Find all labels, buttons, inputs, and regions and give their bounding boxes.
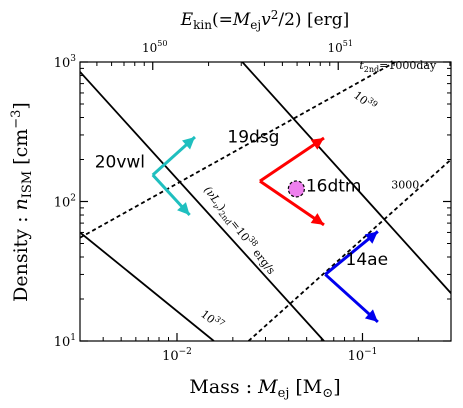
point-16dtm [287, 180, 305, 198]
arrow-head [364, 309, 378, 322]
lines-layer [80, 62, 451, 341]
top-tick-label: 1051 [328, 39, 353, 55]
line-label: t2nd=1000day [359, 59, 437, 74]
point-label: 16dtm [306, 176, 362, 196]
y-axis-title: Density : nISM [cm−3] [9, 102, 35, 302]
top-axis-title: Ekin(=Mejv2/2) [erg] [180, 8, 350, 32]
arrow-head [310, 213, 324, 225]
x-tick-label: 10−2 [162, 347, 192, 364]
line-label: 1039 [351, 87, 379, 114]
arrow-head [364, 231, 378, 244]
line-label: 3000 [391, 178, 419, 191]
ticks-layer: 10−2 10−1 101 102 103 1050 1051 [54, 39, 451, 364]
arrow-head [182, 136, 195, 150]
object-label: 19dsg [227, 127, 279, 147]
object-label: 14ae [346, 250, 389, 270]
y-tick-label: 102 [54, 194, 76, 211]
arrows-layer: 20vwl 19dsg 14ae 16dtm [95, 127, 389, 324]
top-tick-label: 1050 [142, 39, 167, 55]
arrow-head [310, 138, 324, 150]
time-line [247, 158, 451, 341]
energy-line [80, 231, 215, 341]
line-label: 1037 [198, 306, 226, 333]
energy-line [241, 62, 451, 294]
y-tick-label: 101 [54, 333, 76, 350]
arrow-shaft [259, 179, 325, 227]
x-tick-label: 10−1 [348, 347, 378, 364]
arrow-shaft [259, 136, 325, 183]
plot-frame [79, 61, 452, 342]
arrow-head [177, 202, 190, 216]
object-label: 20vwl [95, 153, 145, 173]
energy-line [80, 71, 325, 341]
x-axis-title: Mass : Mej [M⊙] [189, 376, 340, 401]
luminosity-label: (νLν)2nd=1038 erg/s [200, 183, 280, 279]
time-line [80, 62, 396, 239]
y-tick-label: 103 [54, 54, 77, 71]
